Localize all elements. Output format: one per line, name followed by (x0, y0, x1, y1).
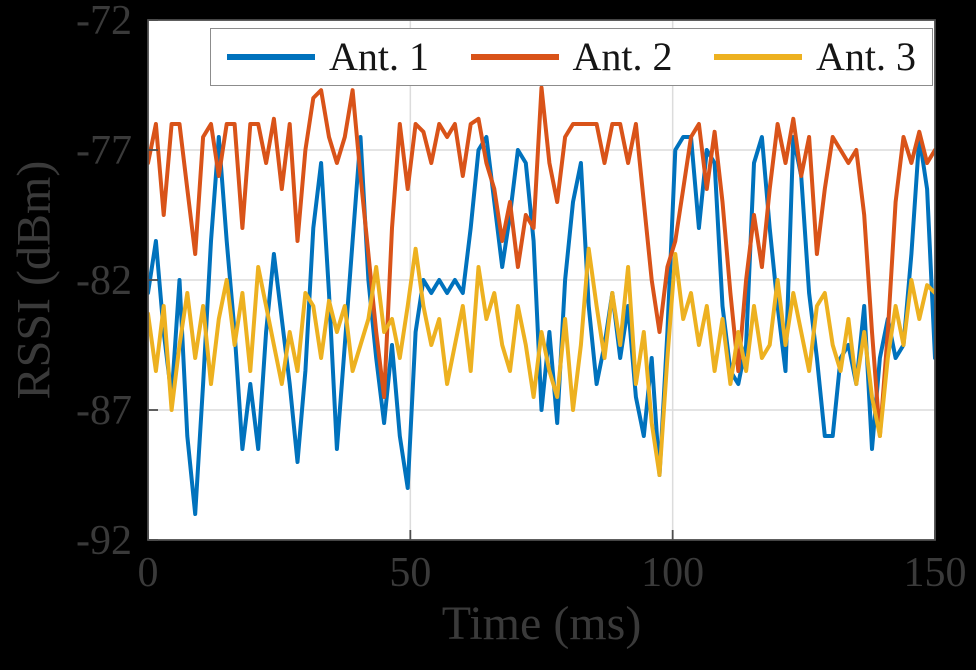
y-tick-label: -92 (76, 518, 132, 564)
y-tick-label: -77 (76, 128, 132, 174)
series-group (148, 85, 935, 516)
y-tick-label: -82 (76, 258, 132, 304)
legend-line-sample-ant-3 (714, 54, 802, 60)
series-line-ant-3 (148, 246, 935, 477)
x-axis-label: Time (ms) (441, 597, 642, 650)
legend-entry-ant-3: Ant. 3 (714, 37, 916, 77)
y-axis-label: RSSI (dBm) (7, 160, 61, 400)
x-tick-label: 150 (904, 550, 967, 596)
y-tick-label: -72 (76, 0, 132, 44)
legend-entry-ant-1: Ant. 1 (227, 37, 429, 77)
legend-label-ant-1: Ant. 1 (329, 34, 429, 79)
series-line-ant-1 (148, 135, 935, 516)
legend-line-sample-ant-2 (470, 54, 559, 60)
x-tick-label: 0 (138, 550, 159, 596)
legend-label-ant-3: Ant. 3 (816, 34, 916, 79)
series-line-ant-2 (148, 85, 935, 438)
legend-entry-ant-2: Ant. 2 (470, 34, 673, 79)
legend-label-ant-2: Ant. 2 (572, 34, 673, 79)
legend: Ant. 1 Ant. 2 Ant. 3 (210, 28, 933, 86)
x-tick-label: 50 (389, 550, 431, 596)
legend-line-sample-ant-1 (227, 54, 315, 60)
y-tick-label: -87 (76, 388, 132, 434)
x-tick-label: 100 (641, 550, 704, 596)
